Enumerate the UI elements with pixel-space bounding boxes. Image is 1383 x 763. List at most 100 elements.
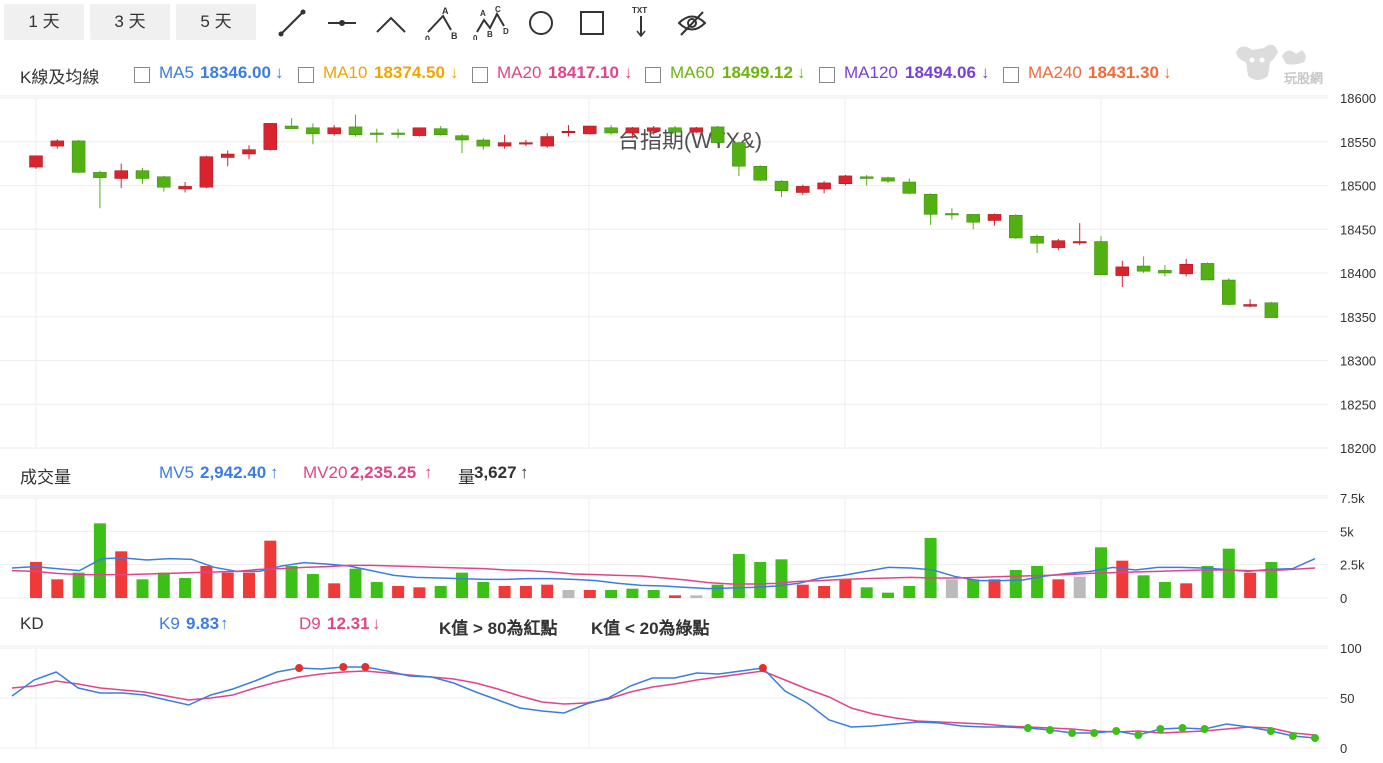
brand-logo: 玩股網 [1230, 40, 1340, 86]
volume-bar [1009, 570, 1022, 598]
candle-body [1243, 304, 1257, 307]
volume-bar [434, 586, 447, 598]
candle [71, 140, 86, 174]
mv20-line [11, 564, 1316, 585]
candle [412, 127, 427, 137]
price-tick-label: 18300 [1340, 354, 1376, 369]
volume-bar [1244, 572, 1257, 598]
period-5-day-button[interactable]: 5 天 [176, 4, 256, 40]
candle [93, 170, 107, 209]
candle-body [540, 136, 554, 147]
kd-green-dot [1156, 725, 1165, 733]
ma-value-ma5: 18346.00 [200, 63, 271, 82]
hide-drawings-icon[interactable] [672, 4, 712, 40]
d9-arrow: ↓ [372, 614, 381, 633]
candle-body [391, 132, 405, 135]
candle-body [370, 132, 384, 135]
candle [1115, 260, 1130, 287]
period-3-day-button[interactable]: 3 天 [90, 4, 170, 40]
kd-green-dot [1200, 725, 1209, 733]
ma-toggle-checkbox-ma10[interactable] [298, 67, 314, 83]
ma-toggle-checkbox-ma60[interactable] [645, 67, 661, 83]
candle-body [1264, 302, 1279, 318]
candle [774, 180, 789, 197]
volume-label: 量 [458, 468, 475, 487]
candle-body [838, 175, 853, 184]
volume-bar [860, 587, 873, 598]
candle-body [114, 170, 128, 179]
text-tool-icon[interactable]: TXT [621, 4, 661, 40]
price-tick-label: 18550 [1340, 135, 1376, 150]
circle-tool-icon[interactable] [521, 4, 561, 40]
candle [178, 182, 192, 193]
k9-line [11, 666, 1316, 739]
line-tool-icon[interactable] [272, 4, 312, 40]
volume-bar [647, 590, 660, 598]
candle [497, 134, 512, 149]
abcd-wave-label-0: 0 [473, 34, 478, 40]
volume-bar [988, 579, 1001, 598]
price-tick-label: 18350 [1340, 310, 1376, 325]
volume-bar [1031, 566, 1044, 598]
abcd-wave-icon[interactable]: A B C D 0 [471, 4, 511, 43]
candle [1222, 278, 1236, 306]
candle [263, 123, 278, 151]
candle-body [50, 140, 65, 147]
rectangle-tool-icon[interactable] [572, 4, 612, 40]
candle [306, 123, 320, 145]
candle-body [1051, 240, 1066, 248]
volume-tick-label: 7.5k [1340, 491, 1365, 506]
candle [433, 126, 448, 136]
volume-bar [945, 579, 958, 598]
kd-green-dot [1090, 729, 1099, 737]
price-tick-label: 18450 [1340, 222, 1376, 237]
period-1-day-button[interactable]: 1 天 [4, 4, 84, 40]
abc-wave-label-a: A [442, 6, 449, 16]
abc-wave-icon[interactable]: A B 0 [421, 4, 461, 44]
ma-toggle-checkbox-ma120[interactable] [819, 67, 835, 83]
kd-green-dot [1288, 732, 1297, 740]
candle-body [284, 125, 299, 129]
volume-bar [1180, 583, 1193, 598]
candle-body [1158, 270, 1172, 274]
ma-toggle-checkbox-ma5[interactable] [134, 67, 150, 83]
volume-bar [583, 590, 596, 598]
volume-bar [1073, 576, 1086, 598]
candle-body [1222, 279, 1236, 305]
toolbar: 1 天 3 天 5 天 A B 0 A B C D 0 TXT [0, 0, 1383, 44]
candle [1200, 262, 1215, 281]
price-tick-label: 18200 [1340, 441, 1376, 456]
kline-legend: K線及均線 MA5 18346.00 ↓ MA10 18374.50 ↓ MA20 18417… [0, 63, 1383, 89]
candle [455, 133, 469, 154]
ma-toggle-checkbox-ma240[interactable] [1003, 67, 1019, 83]
volume-bar [179, 578, 192, 598]
ma-toggle-checkbox-ma20[interactable] [472, 67, 488, 83]
candle-body [945, 213, 959, 216]
kd-green-dot [1134, 731, 1143, 739]
ma-value-ma240: 18431.30 [1088, 63, 1159, 82]
candle [881, 176, 895, 183]
volume-bar [1201, 566, 1214, 598]
candle-body [710, 126, 725, 143]
horizontal-line-icon[interactable] [322, 4, 362, 40]
volume-bar [498, 586, 511, 598]
angle-tool-icon[interactable] [371, 4, 411, 40]
volume-bar [903, 586, 916, 598]
ma-arrow-ma120: ↓ [981, 63, 990, 82]
candle [157, 175, 171, 192]
candle-body [817, 182, 831, 190]
volume-bar [775, 559, 788, 598]
volume-bar [754, 562, 767, 598]
kd-green-dot [1311, 734, 1319, 742]
candle [753, 165, 767, 182]
candle [902, 178, 917, 195]
candle-body [199, 156, 214, 188]
volume-tick-label: 0 [1340, 591, 1347, 606]
ma-label-ma120: MA120 [844, 63, 898, 82]
text-tool-label: TXT [632, 6, 647, 15]
volume-bar [285, 566, 298, 598]
candle [561, 125, 576, 137]
candle-body [519, 142, 533, 145]
volume-bar [51, 579, 64, 598]
